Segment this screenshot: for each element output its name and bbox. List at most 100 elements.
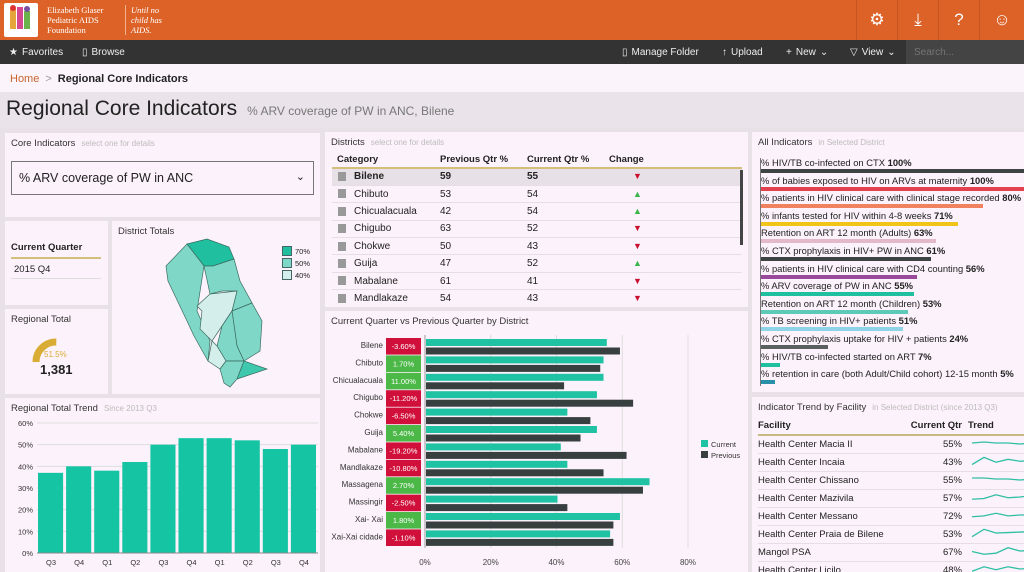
- bar-current[interactable]: [426, 356, 604, 364]
- indicator-item[interactable]: % patients in HIV clinical care with CD4…: [761, 263, 985, 274]
- col-previous[interactable]: Previous Qtr %: [440, 152, 527, 169]
- foundation-logo[interactable]: [4, 3, 38, 37]
- facility-row[interactable]: Mangol PSA 67%: [758, 543, 1024, 562]
- bar-previous[interactable]: [426, 364, 601, 372]
- facility-row[interactable]: Health Center Licilo 48%: [758, 561, 1024, 572]
- facility-name: Health Center Incaia: [758, 453, 898, 472]
- district-row[interactable]: Chicualacuala 42 54 ▲: [332, 202, 742, 221]
- facility-row[interactable]: Health Center Incaia 43%: [758, 453, 1024, 472]
- search-input[interactable]: [906, 40, 1024, 64]
- smiley-icon[interactable]: ☺: [979, 0, 1024, 40]
- col-trend[interactable]: Trend: [968, 417, 1024, 436]
- district-row[interactable]: Chokwe 50 43 ▼: [332, 237, 742, 256]
- district-row[interactable]: Mandlakaze 54 43 ▼: [332, 289, 742, 307]
- down-arrow-icon: ▼: [609, 289, 742, 307]
- facility-name: Health Center Praia de Bilene: [758, 525, 898, 544]
- bar-current[interactable]: [426, 478, 650, 486]
- indicator-item[interactable]: Retention on ART 12 month (Children) 53%: [761, 298, 942, 309]
- facility-value: 55%: [898, 471, 968, 490]
- bar-previous[interactable]: [426, 347, 620, 355]
- facility-value: 43%: [898, 453, 968, 472]
- districts-scrollbar[interactable]: [740, 170, 743, 245]
- bar-previous[interactable]: [426, 417, 591, 425]
- col-current[interactable]: Current Qtr %: [527, 152, 609, 169]
- bar-current[interactable]: [426, 373, 604, 381]
- breadcrumb-home[interactable]: Home: [10, 73, 40, 85]
- col-change[interactable]: Change: [609, 152, 742, 169]
- bar-previous[interactable]: [426, 451, 627, 459]
- view-button[interactable]: ▽ View ⌄: [850, 40, 896, 64]
- district-row[interactable]: Bilene 59 55 ▼: [332, 168, 742, 186]
- facility-row[interactable]: Health Center Chissano 55%: [758, 471, 1024, 490]
- col-facility[interactable]: Facility: [758, 417, 898, 436]
- map-district[interactable]: [165, 243, 211, 363]
- indicator-item[interactable]: % HIV/TB co-infected started on ART 7%: [761, 351, 932, 362]
- district-row[interactable]: Guija 47 52 ▲: [332, 254, 742, 273]
- bar-current[interactable]: [426, 408, 568, 416]
- trend-bar[interactable]: [290, 444, 316, 553]
- bar-previous[interactable]: [426, 434, 581, 442]
- help-icon[interactable]: ?: [938, 0, 979, 40]
- map-district[interactable]: [207, 340, 227, 370]
- indicator-item[interactable]: Retention on ART 12 month (Adults) 63%: [761, 227, 933, 238]
- new-button[interactable]: + New ⌄: [786, 40, 828, 64]
- bar-previous[interactable]: [426, 521, 614, 529]
- indicator-item[interactable]: % retention in care (both Adult/Child co…: [761, 368, 1014, 379]
- trend-bar[interactable]: [150, 444, 176, 553]
- upload-button[interactable]: ↑ Upload: [722, 40, 763, 64]
- trend-sparkline: [968, 471, 1024, 490]
- y-tick-label: 0%: [22, 549, 33, 558]
- bar-current[interactable]: [426, 339, 607, 346]
- indicator-item[interactable]: % of babies exposed to HIV on ARVs at ma…: [761, 175, 994, 186]
- facility-row[interactable]: Health Center Mazivila 57%: [758, 489, 1024, 508]
- district-row[interactable]: Mabalane 61 41 ▼: [332, 272, 742, 291]
- bar-current[interactable]: [426, 513, 620, 520]
- district-name: Bilene: [332, 168, 440, 186]
- bar-current[interactable]: [426, 530, 611, 538]
- indicator-item[interactable]: % infants tested for HIV within 4-8 week…: [761, 210, 953, 221]
- map-district[interactable]: [236, 360, 269, 380]
- core-indicator-select[interactable]: % ARV coverage of PW in ANC ⌄: [11, 161, 314, 195]
- district-row[interactable]: Chigubo 63 52 ▼: [332, 220, 742, 239]
- bar-previous[interactable]: [426, 382, 565, 390]
- bar-current[interactable]: [426, 391, 597, 399]
- trend-sparkline: [968, 543, 1024, 562]
- indicator-item[interactable]: % ARV coverage of PW in ANC 55%: [761, 280, 913, 291]
- bar-current[interactable]: [426, 443, 561, 451]
- bar-current[interactable]: [426, 426, 597, 433]
- facility-row[interactable]: Health Center Messano 72%: [758, 507, 1024, 526]
- download-icon[interactable]: ⤓: [897, 0, 938, 40]
- trend-bar[interactable]: [206, 438, 232, 553]
- bar-previous[interactable]: [426, 504, 568, 512]
- trend-bar[interactable]: [122, 462, 148, 553]
- trend-bar[interactable]: [234, 440, 260, 553]
- bar-previous[interactable]: [426, 486, 643, 494]
- indicator-item[interactable]: % CTX prophylaxis in HIV+ PW in ANC 61%: [761, 245, 945, 256]
- bar-previous[interactable]: [426, 399, 634, 407]
- col-current-qtr[interactable]: Current Qtr: [898, 417, 968, 436]
- indicator-item[interactable]: % CTX prophylaxis uptake for HIV + patie…: [761, 333, 968, 344]
- favorites-button[interactable]: ★ Favorites: [9, 40, 63, 64]
- trend-bar[interactable]: [262, 449, 288, 553]
- facility-row[interactable]: Health Center Macia II 55%: [758, 435, 1024, 454]
- bar-current[interactable]: [426, 460, 568, 468]
- text-label: select one for details: [81, 139, 155, 148]
- bar-previous[interactable]: [426, 538, 614, 546]
- indicator-item[interactable]: % patients in HIV clinical care with cli…: [761, 192, 1021, 203]
- text-label: Guija: [354, 258, 378, 270]
- col-category[interactable]: Category: [332, 152, 440, 169]
- trend-bar[interactable]: [38, 472, 64, 553]
- bar-current[interactable]: [426, 495, 558, 503]
- upload-icon: ↑: [722, 46, 727, 58]
- district-row[interactable]: Chibuto 53 54 ▲: [332, 185, 742, 204]
- indicator-item[interactable]: % HIV/TB co-infected on CTX 100%: [761, 157, 912, 168]
- trend-bar[interactable]: [94, 470, 120, 553]
- indicator-item[interactable]: % TB screening in HIV+ patients 51%: [761, 315, 917, 326]
- bar-previous[interactable]: [426, 469, 604, 477]
- trend-bar[interactable]: [178, 438, 204, 553]
- facility-row[interactable]: Health Center Praia de Bilene 53%: [758, 525, 1024, 544]
- browse-button[interactable]: ▯ Browse: [82, 40, 125, 64]
- gear-icon[interactable]: ⚙: [856, 0, 897, 40]
- manage-folder-button[interactable]: ▯ Manage Folder: [622, 40, 699, 64]
- trend-bar[interactable]: [66, 466, 92, 553]
